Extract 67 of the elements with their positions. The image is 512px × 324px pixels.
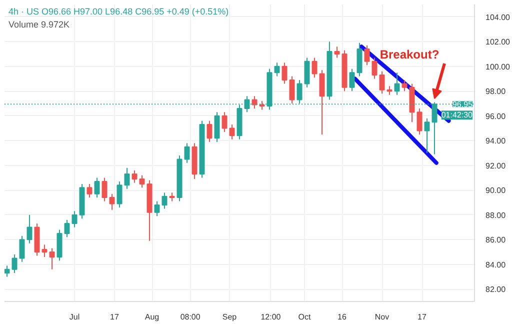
y-tick-label: 104.00 bbox=[486, 12, 511, 22]
x-tick-label: Aug bbox=[144, 312, 160, 322]
candlestick bbox=[282, 62, 288, 84]
candlestick bbox=[49, 248, 55, 270]
candlestick bbox=[184, 142, 190, 164]
y-tick-label: 92.00 bbox=[486, 161, 506, 170]
x-tick-label: Nov bbox=[374, 312, 390, 322]
y-tick-label: 100.00 bbox=[486, 62, 511, 72]
candlestick bbox=[132, 170, 138, 184]
candlestick bbox=[162, 192, 168, 210]
annotation: Volume 9.972K bbox=[8, 20, 70, 30]
y-tick-label: 84.00 bbox=[486, 260, 506, 270]
candlestick bbox=[42, 244, 48, 258]
x-tick-label: Oct bbox=[298, 312, 312, 322]
x-tick-label: Sep bbox=[222, 312, 238, 322]
candlestick bbox=[56, 229, 62, 262]
annotation: 01:42:30 bbox=[441, 110, 474, 120]
candlestick bbox=[154, 200, 160, 217]
candlestick bbox=[64, 219, 70, 238]
x-tick-label: 12:00 bbox=[260, 312, 282, 322]
x-tick-label: 17 bbox=[110, 312, 120, 322]
candlestick bbox=[222, 112, 228, 132]
y-tick-label: 94.00 bbox=[486, 136, 506, 146]
x-tick-label: 17 bbox=[418, 312, 427, 322]
candlestick bbox=[379, 70, 385, 94]
candlestick bbox=[26, 214, 32, 244]
y-tick-label: 90.00 bbox=[486, 186, 506, 196]
candlestick bbox=[334, 46, 340, 58]
candlestick bbox=[416, 108, 422, 135]
candlestick bbox=[394, 72, 400, 96]
candlestick bbox=[274, 62, 280, 77]
annotation: Breakout? bbox=[380, 48, 440, 62]
y-tick-label: 102.00 bbox=[486, 38, 511, 47]
candlestick bbox=[139, 174, 145, 188]
x-tick-label: Jul bbox=[69, 312, 80, 322]
y-tick-label: 98.00 bbox=[486, 87, 506, 96]
candlestick bbox=[214, 112, 220, 142]
x-tick-label: 08:00 bbox=[180, 312, 201, 322]
candlestick bbox=[304, 57, 310, 88]
candlestick bbox=[124, 167, 130, 190]
candlestick bbox=[229, 124, 235, 140]
candlestick bbox=[356, 42, 362, 77]
annotation: 4h · US O96.66 H97.00 L96.48 C96.95 +0.49 (+0.51%) bbox=[8, 6, 229, 16]
candlestick bbox=[12, 254, 18, 274]
candlestick bbox=[206, 120, 212, 142]
y-tick-label: 86.00 bbox=[486, 236, 506, 245]
candlestick bbox=[289, 76, 295, 104]
candlestick bbox=[86, 183, 92, 198]
candlestick bbox=[372, 57, 378, 80]
candlestick bbox=[424, 118, 430, 154]
candlestick bbox=[72, 210, 78, 228]
y-tick-label: 96.00 bbox=[486, 112, 506, 121]
candlestick bbox=[116, 180, 122, 208]
candlestick bbox=[364, 44, 370, 66]
x-tick-label: 16 bbox=[338, 312, 347, 322]
y-tick-label: 88.00 bbox=[486, 210, 506, 220]
candlestick bbox=[94, 177, 100, 198]
candlestick bbox=[349, 68, 355, 92]
y-tick-label: 82.00 bbox=[486, 285, 506, 294]
candlestick bbox=[19, 235, 25, 262]
candlestick bbox=[4, 265, 10, 278]
candlestick bbox=[109, 193, 115, 210]
candlestick bbox=[319, 70, 325, 135]
candlestick bbox=[102, 177, 108, 202]
candlestick bbox=[402, 79, 408, 92]
ref-line-label: 96.95 bbox=[452, 100, 474, 110]
candlestick bbox=[312, 57, 318, 78]
